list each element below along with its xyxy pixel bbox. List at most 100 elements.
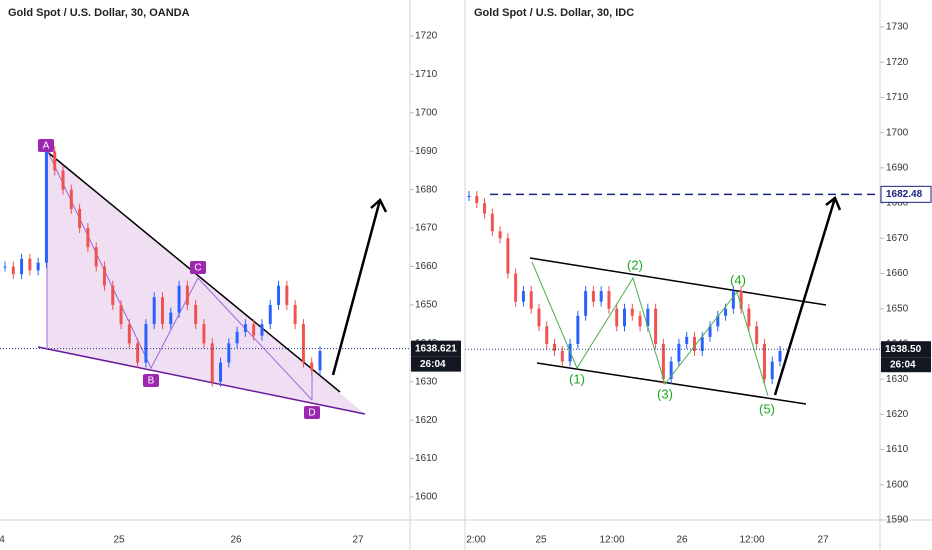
candle: [78, 208, 82, 229]
y-tick-label: 1680: [415, 184, 438, 195]
candle: [111, 285, 115, 305]
price-tag-label: 1638.621: [415, 343, 457, 354]
y-tick-label: 1710: [886, 92, 909, 103]
candle: [161, 297, 164, 325]
y-tick-label: 1650: [886, 303, 909, 314]
label-box: [304, 406, 320, 419]
candle: [607, 291, 611, 309]
countdown-tag: [411, 356, 461, 372]
y-tick-label: 1600: [886, 479, 909, 490]
candle: [11, 266, 15, 275]
candle: [692, 336, 696, 351]
candle: [708, 326, 712, 337]
candle: [260, 324, 264, 336]
candle: [127, 324, 131, 344]
candle: [3, 266, 7, 268]
candle: [152, 297, 156, 325]
candle: [700, 336, 704, 351]
countdown: 26:04: [890, 359, 916, 370]
candle: [293, 304, 297, 325]
y-tick-label: 1730: [886, 22, 909, 33]
wave-label: (5): [759, 401, 775, 416]
y-tick-label: 1680: [886, 198, 909, 209]
x-tick-label: 26: [676, 535, 688, 546]
candle: [560, 350, 564, 362]
candle: [654, 308, 658, 344]
candle: [53, 151, 57, 171]
pattern-label: A: [43, 141, 50, 152]
y-tick-label: 1620: [415, 415, 438, 426]
wave-label: (2): [627, 257, 643, 272]
x-tick-label: 27: [817, 535, 829, 546]
wave-lines: [46, 149, 313, 401]
candle: [770, 361, 774, 380]
candle: [36, 262, 40, 271]
candle: [747, 308, 751, 327]
y-tick-label: 1590: [886, 515, 909, 526]
candle: [762, 343, 766, 380]
candle: [210, 343, 214, 382]
x-tick-label: 12:00: [599, 535, 624, 546]
y-tick-label: 1700: [886, 127, 909, 138]
candle: [685, 336, 689, 344]
candle: [661, 343, 665, 380]
candle: [94, 247, 98, 267]
candle: [235, 331, 239, 344]
countdown-tag: [881, 357, 931, 373]
y-tick-label: 1700: [415, 107, 438, 118]
candle: [20, 258, 24, 275]
candle: [467, 196, 471, 198]
lower-trendline: [37, 346, 366, 415]
y-tick-label: 1660: [415, 261, 438, 272]
candle: [576, 315, 580, 344]
candle: [553, 343, 557, 351]
y-tick-label: 1600: [415, 492, 438, 503]
candle: [169, 312, 173, 325]
candle: [144, 324, 148, 363]
pattern-label: D: [308, 408, 315, 419]
candle: [537, 308, 541, 327]
y-tick-label: 1610: [415, 453, 438, 464]
x-tick-label: 25: [535, 535, 547, 546]
candle: [529, 291, 533, 309]
y-tick-label: 1720: [886, 57, 909, 68]
y-tick-label: 1630: [886, 374, 909, 385]
candle: [778, 350, 782, 362]
candle: [623, 308, 626, 327]
y-tick-label: 1630: [415, 376, 438, 387]
countdown: 26:04: [420, 359, 446, 370]
candle: [310, 362, 314, 371]
candle: [584, 291, 588, 316]
candle: [669, 361, 673, 380]
candle: [483, 203, 487, 214]
candle: [318, 351, 322, 371]
candle: [677, 343, 681, 362]
candle: [185, 285, 189, 305]
arrow: [331, 197, 388, 376]
candle: [177, 285, 181, 313]
candle: [61, 170, 65, 190]
candle: [599, 291, 603, 302]
x-tick-label: 27: [352, 535, 364, 546]
candle: [506, 238, 510, 274]
x-tick-label: 2:00: [466, 535, 486, 546]
pattern-label: C: [194, 263, 201, 274]
candle: [490, 213, 494, 232]
candle: [119, 304, 123, 325]
candle: [227, 343, 231, 363]
candle: [514, 273, 518, 302]
candle: [69, 189, 73, 209]
candle: [731, 291, 735, 309]
candle: [521, 291, 525, 302]
pattern-label: B: [148, 376, 155, 387]
candle: [219, 362, 223, 382]
y-tick-label: 1670: [886, 233, 909, 244]
candle: [28, 258, 32, 271]
candle: [102, 266, 106, 286]
wave-label: (1): [569, 371, 585, 386]
wave-label: (4): [730, 272, 746, 287]
channel-top: [529, 257, 827, 306]
x-tick-label: 12:00: [739, 535, 764, 546]
candle: [646, 308, 650, 327]
candle: [277, 285, 281, 305]
